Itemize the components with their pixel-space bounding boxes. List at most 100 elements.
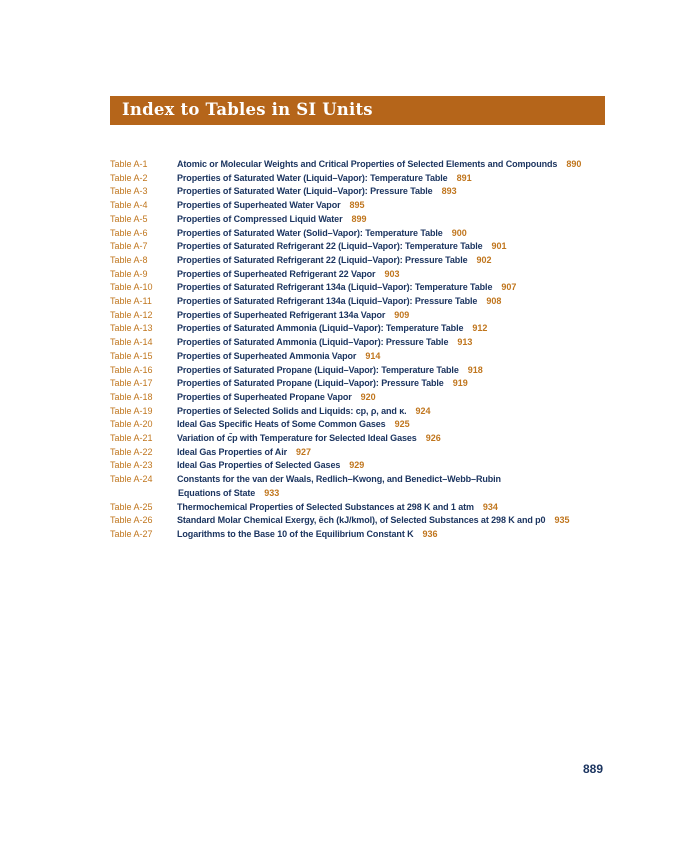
- page-ref[interactable]: 920: [360, 391, 376, 402]
- table-title: Atomic or Molecular Weights and Critical…: [177, 159, 558, 169]
- index-entry[interactable]: Table A-15 Properties of Superheated Amm…: [110, 350, 610, 364]
- table-title: Properties of Saturated Propane (Liquid–…: [177, 378, 444, 389]
- page-ref[interactable]: 913: [457, 337, 473, 348]
- page-ref[interactable]: 935: [554, 515, 570, 526]
- index-entry[interactable]: Table A-16 Properties of Saturated Propa…: [110, 364, 610, 378]
- index-entry[interactable]: Table A-18 Properties of Superheated Pro…: [110, 391, 610, 405]
- entry-body: Properties of Superheated Water Vapor 895: [177, 199, 365, 213]
- entry-body: Properties of Selected Solids and Liquid…: [177, 405, 431, 419]
- page-ref[interactable]: 900: [451, 227, 467, 238]
- index-entry[interactable]: Table A-5 Properties of Compressed Liqui…: [110, 213, 610, 227]
- entry-body: Constants for the van der Waals, Redlich…: [177, 473, 501, 487]
- table-label: Table A-18: [110, 391, 153, 402]
- table-label: Table A-16: [110, 364, 153, 375]
- index-entry[interactable]: Table A-3 Properties of Saturated Water …: [110, 185, 610, 199]
- table-label: Table A-11: [110, 296, 152, 307]
- page-ref[interactable]: 918: [467, 364, 483, 375]
- entry-body: Ideal Gas Specific Heats of Some Common …: [177, 418, 410, 432]
- entry-body: Properties of Saturated Refrigerant 134a…: [177, 295, 501, 309]
- table-title-line2: Equations of State: [178, 487, 256, 498]
- entry-body: Properties of Saturated Ammonia (Liquid–…: [177, 322, 487, 336]
- page-ref[interactable]: 903: [384, 268, 400, 279]
- index-entry[interactable]: Table A-9 Properties of Superheated Refr…: [110, 268, 610, 282]
- table-label: Table A-25: [110, 501, 153, 512]
- page-ref[interactable]: 914: [365, 350, 381, 361]
- entry-body: Properties of Saturated Refrigerant 134a…: [177, 281, 516, 295]
- index-entry[interactable]: Table A-4 Properties of Superheated Wate…: [110, 199, 610, 213]
- index-entry[interactable]: Table A-25 Thermochemical Properties of …: [110, 501, 610, 515]
- entry-body: Atomic or Molecular Weights and Critical…: [177, 158, 581, 172]
- index-entry[interactable]: Table A-10 Properties of Saturated Refri…: [110, 281, 610, 295]
- entry-body: Properties of Superheated Ammonia Vapor 9…: [177, 350, 380, 364]
- entry-body: Properties of Saturated Water (Solid–Vap…: [177, 227, 467, 241]
- index-entry[interactable]: Table A-2 Properties of Saturated Water …: [110, 172, 610, 186]
- page-ref[interactable]: 893: [441, 186, 457, 197]
- index-entry[interactable]: Table A-6 Properties of Saturated Water …: [110, 227, 610, 241]
- index-entry[interactable]: Table A-23 Ideal Gas Properties of Selec…: [110, 459, 610, 473]
- table-title: Constants for the van der Waals, Redlich…: [177, 474, 501, 485]
- table-title: Properties of Saturated Refrigerant 134a…: [177, 296, 478, 307]
- page-ref[interactable]: 902: [476, 254, 492, 265]
- entry-body: Properties of Saturated Refrigerant 22 (…: [177, 254, 492, 268]
- label-spacer: [110, 487, 177, 501]
- index-entry[interactable]: Table A-11 Properties of Saturated Refri…: [110, 295, 610, 309]
- table-label: Table A-3: [110, 186, 148, 197]
- index-entry[interactable]: Table A-8 Properties of Saturated Refrig…: [110, 254, 610, 268]
- table-title: Properties of Saturated Ammonia (Liquid–…: [177, 337, 449, 348]
- table-title: Variation of c̄p with Temperature for Se…: [177, 433, 417, 444]
- table-title: Properties of Saturated Ammonia (Liquid–…: [177, 323, 464, 334]
- page-ref[interactable]: 907: [501, 282, 517, 293]
- entry-body: Properties of Compressed Liquid Water 899: [177, 213, 367, 227]
- entry-body: Properties of Saturated Propane (Liquid–…: [177, 377, 468, 391]
- page-ref[interactable]: 933: [264, 487, 280, 498]
- table-title: Properties of Compressed Liquid Water: [177, 213, 343, 224]
- page-ref[interactable]: 919: [452, 378, 468, 389]
- entry-body: Variation of c̄p with Temperature for Se…: [177, 432, 441, 446]
- index-entry[interactable]: Table A-24 Constants for the van der Waa…: [110, 473, 610, 487]
- page-ref[interactable]: 936: [422, 528, 438, 539]
- page-ref[interactable]: 927: [296, 446, 312, 457]
- index-entry[interactable]: Table A-26 Standard Molar Chemical Exerg…: [110, 514, 610, 528]
- page-ref[interactable]: 895: [349, 200, 365, 211]
- page-ref[interactable]: 912: [472, 323, 488, 334]
- index-entry[interactable]: Table A-22 Ideal Gas Properties of Air 92…: [110, 446, 610, 460]
- page-ref[interactable]: 891: [456, 172, 472, 183]
- table-title: Properties of Saturated Propane (Liquid–…: [177, 364, 459, 375]
- index-entry[interactable]: Table A-20 Ideal Gas Specific Heats of S…: [110, 418, 610, 432]
- table-title: Properties of Saturated Water (Liquid–Va…: [177, 186, 433, 197]
- page-ref[interactable]: 901: [491, 241, 507, 252]
- index-entry[interactable]: Table A-17 Properties of Saturated Propa…: [110, 377, 610, 391]
- header-banner: Index to Tables in SI Units: [110, 96, 605, 125]
- table-label: Table A-6: [110, 227, 148, 238]
- page-ref[interactable]: 934: [482, 501, 498, 512]
- page-ref[interactable]: 899: [351, 213, 367, 224]
- index-entry[interactable]: Table A-13 Properties of Saturated Ammon…: [110, 322, 610, 336]
- page-ref[interactable]: 908: [486, 296, 502, 307]
- table-label: Table A-27: [110, 528, 153, 539]
- index-entry[interactable]: Table A-12 Properties of Superheated Ref…: [110, 309, 610, 323]
- index-entry[interactable]: Table A-1 Atomic or Molecular Weights an…: [110, 158, 610, 172]
- page-ref[interactable]: 924: [415, 405, 431, 416]
- table-label: Table A-8: [110, 254, 148, 265]
- entry-body: Ideal Gas Properties of Air 927: [177, 446, 311, 460]
- index-entry[interactable]: Table A-14 Properties of Saturated Ammon…: [110, 336, 610, 350]
- page-ref[interactable]: 909: [394, 309, 410, 320]
- index-entry[interactable]: Table A-27 Logarithms to the Base 10 of …: [110, 528, 610, 542]
- page-ref[interactable]: 929: [349, 460, 365, 471]
- index-entry[interactable]: Table A-21 Variation of c̄p with Tempera…: [110, 432, 610, 446]
- page-ref[interactable]: 926: [425, 433, 441, 444]
- index-entry[interactable]: Table A-19 Properties of Selected Solids…: [110, 405, 610, 419]
- table-title: Properties of Selected Solids and Liquid…: [177, 405, 407, 416]
- table-title: Standard Molar Chemical Exergy, ēch (kJ/…: [177, 515, 546, 526]
- table-title: Properties of Saturated Water (Solid–Vap…: [177, 227, 443, 238]
- table-label: Table A-1: [110, 159, 148, 169]
- table-title: Properties of Superheated Water Vapor: [177, 200, 341, 211]
- table-title: Properties of Superheated Ammonia Vapor: [177, 350, 357, 361]
- page-ref[interactable]: 890: [566, 159, 582, 169]
- entry-body: Logarithms to the Base 10 of the Equilib…: [177, 528, 438, 542]
- entry-body: Properties of Saturated Propane (Liquid–…: [177, 364, 483, 378]
- entry-body: Properties of Superheated Propane Vapor 9…: [177, 391, 376, 405]
- page-ref[interactable]: 925: [394, 419, 410, 430]
- table-index-list: Table A-1 Atomic or Molecular Weights an…: [110, 158, 610, 542]
- index-entry[interactable]: Table A-7 Properties of Saturated Refrig…: [110, 240, 610, 254]
